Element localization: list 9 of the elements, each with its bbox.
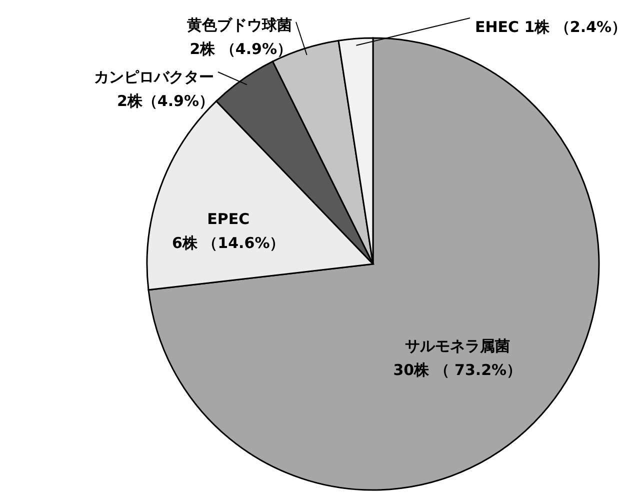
slice-label: サルモネラ属菌 xyxy=(404,337,510,356)
data-label: 6株 （14.6%） xyxy=(172,234,285,252)
slice-label: EHEC 1株 （2.4%） xyxy=(475,18,618,36)
slice-label: EPEC xyxy=(207,210,250,228)
slice-label: カンピロバクター xyxy=(94,68,214,86)
data-label: 2株 （4.9%） xyxy=(190,40,292,58)
slice-label: 黄色ブドウ球菌 xyxy=(186,16,292,34)
data-label: 30株 （ 73.2%） xyxy=(393,361,522,380)
data-label: 2株（4.9%） xyxy=(116,92,214,110)
